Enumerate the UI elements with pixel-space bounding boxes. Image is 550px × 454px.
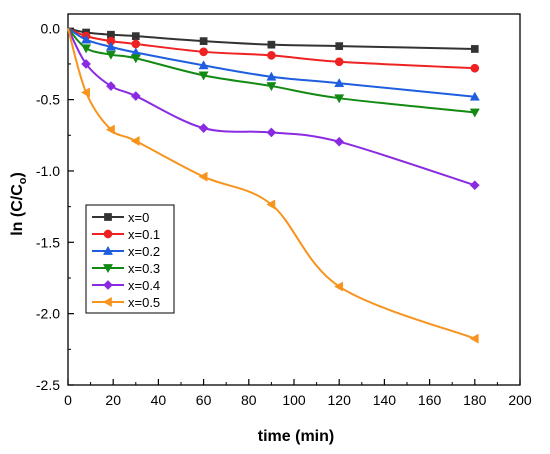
data-point (334, 78, 345, 88)
x-tick-label: 180 (463, 392, 487, 408)
x-tick-label: 80 (241, 392, 257, 408)
series-3 (67, 27, 480, 118)
data-point (334, 57, 344, 67)
data-point (198, 71, 209, 81)
data-point (266, 127, 277, 138)
legend-marker (104, 213, 112, 221)
legend-label: x=0 (128, 210, 149, 225)
series-line (67, 27, 476, 340)
data-point (131, 32, 140, 40)
x-tick-label: 100 (282, 392, 306, 408)
y-tick-label: -2.0 (36, 306, 60, 322)
y-axis-title-main: ln (C/C (9, 184, 26, 236)
series-layer (67, 27, 480, 344)
data-point (198, 60, 209, 70)
data-point (198, 171, 208, 182)
data-point (266, 199, 276, 210)
y-tick-label: -0.5 (36, 92, 60, 108)
data-point (334, 136, 345, 147)
x-tick-label: 20 (105, 392, 121, 408)
data-point (266, 82, 277, 92)
data-point (266, 71, 277, 81)
legend-marker (102, 264, 114, 274)
data-point (199, 47, 208, 57)
data-point (130, 91, 141, 102)
data-point (334, 281, 344, 292)
x-tick-label: 140 (373, 392, 397, 408)
ticks: 0 20 40 60 80 100 120 140 160 180 200 0.0 -0.5 -1.0 -1… (36, 20, 532, 408)
x-tick-label: 40 (151, 392, 167, 408)
series-0 (67, 27, 479, 53)
legend-marker (102, 296, 112, 308)
data-point (267, 40, 276, 49)
legend-label: x=0.4 (128, 278, 160, 293)
series-1 (67, 27, 480, 73)
legend-box (85, 204, 175, 314)
plot-frame (67, 13, 521, 386)
data-point (470, 45, 479, 53)
x-tick-label: 120 (328, 392, 352, 408)
x-tick-label: 0 (64, 392, 72, 408)
y-axis-title: ln (C/Co) (9, 172, 29, 236)
data-point (469, 333, 479, 344)
y-axis-title-sub: o (17, 177, 29, 184)
y-axis-title-close: ) (9, 172, 26, 177)
data-point (335, 42, 344, 50)
y-tick-label: 0.0 (41, 20, 61, 36)
y-tick-label: -2.5 (36, 377, 60, 393)
series-2 (67, 27, 480, 101)
data-point (81, 58, 92, 69)
data-point (130, 54, 141, 64)
data-point (80, 87, 90, 98)
data-point (131, 39, 141, 49)
data-point (267, 51, 276, 60)
legend-label: x=0.1 (128, 227, 160, 242)
x-axis-title: time (min) (258, 428, 334, 445)
x-tick-label: 200 (508, 392, 532, 408)
data-point (199, 37, 208, 45)
data-point (105, 41, 116, 51)
legend-label: x=0.2 (128, 244, 160, 259)
data-point (469, 91, 480, 101)
legend: x=0 x=0.1 x=0.2 x=0.3 x=0.4 x=0.5 (85, 204, 175, 314)
series-5 (67, 27, 479, 344)
data-point (470, 63, 480, 73)
data-point (469, 108, 480, 118)
data-point (105, 50, 116, 60)
legend-label: x=0.3 (128, 261, 160, 276)
legend-marker (103, 229, 113, 239)
legend-label: x=0.5 (128, 295, 160, 310)
series-4 (67, 27, 480, 191)
legend-marker (102, 245, 114, 255)
data-point (198, 123, 209, 134)
data-point (130, 135, 140, 147)
x-tick-label: 60 (196, 392, 212, 408)
data-point (81, 44, 92, 54)
legend-marker (103, 280, 113, 290)
data-point (81, 34, 92, 44)
x-tick-label: 160 (418, 392, 442, 408)
axes (67, 13, 521, 386)
y-tick-label: -1.0 (36, 163, 60, 179)
data-point (334, 94, 345, 104)
data-point (469, 180, 480, 191)
data-point (105, 81, 116, 92)
data-point (105, 124, 115, 135)
y-tick-label: -1.5 (36, 234, 60, 250)
